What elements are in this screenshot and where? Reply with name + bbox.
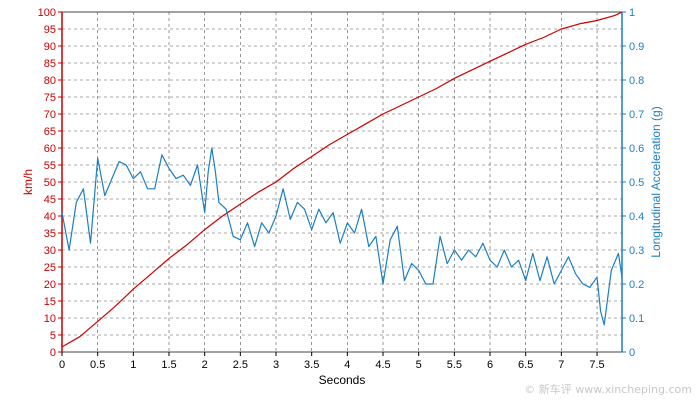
gridlines [61, 11, 622, 353]
left-tick-label: 35 [44, 228, 56, 240]
right-tick-label: 0.9 [629, 41, 644, 53]
left-tick-label: 100 [38, 7, 56, 19]
speed-series-line [61, 11, 623, 348]
right-tick-label: 0.1 [629, 313, 644, 325]
right-axis: 0 0.1 0.2 0.3 0.4 0.5 0.6 0.7 0.8 0.9 1 Longitudina… [621, 7, 663, 359]
acceleration-series-line [61, 147, 623, 326]
right-tick-label: 0 [629, 347, 635, 359]
left-tick-label: 25 [44, 262, 56, 274]
x-tick-label: 6.5 [518, 359, 533, 371]
left-tick-label: 60 [44, 143, 56, 155]
left-tick-label: 80 [44, 75, 56, 87]
x-tick-label: 1 [130, 359, 136, 371]
watermark: © 新车评 www.xincheping.com [524, 383, 692, 396]
x-tick-label: 4.5 [375, 359, 390, 371]
x-tick-label: 6 [487, 359, 493, 371]
x-tick-label: 5 [416, 359, 422, 371]
x-tick-label: 7 [558, 359, 564, 371]
left-tick-label: 5 [50, 330, 56, 342]
left-tick-label: 90 [44, 41, 56, 53]
right-tick-label: 0.4 [629, 211, 644, 223]
x-tick-label: 2.5 [233, 359, 248, 371]
right-tick-label: 0.3 [629, 245, 644, 257]
right-tick-label: 0.7 [629, 109, 644, 121]
x-axis: 0 0.5 1 1.5 2 2.5 3 3.5 4 4.5 5 5.5 6 6.5 7 7.5 Seconds [59, 352, 605, 387]
left-tick-label: 10 [44, 313, 56, 325]
left-axis-label: km/h [21, 169, 35, 195]
right-tick-label: 0.6 [629, 143, 644, 155]
left-tick-label: 30 [44, 245, 56, 257]
right-axis-label: Longitudinal Acceleration (g) [649, 106, 663, 257]
series-layer [61, 11, 623, 348]
x-tick-label: 2 [202, 359, 208, 371]
x-tick-label: 0.5 [90, 359, 105, 371]
x-tick-label: 3.5 [304, 359, 319, 371]
x-tick-label: 5.5 [447, 359, 462, 371]
left-tick-label: 40 [44, 211, 56, 223]
left-tick-label: 85 [44, 58, 56, 70]
x-tick-label: 4 [344, 359, 350, 371]
x-tick-label: 0 [59, 359, 65, 371]
x-tick-label: 1.5 [161, 359, 176, 371]
left-tick-label: 0 [50, 347, 56, 359]
right-tick-label: 0.8 [629, 75, 644, 87]
right-tick-label: 1 [629, 7, 635, 19]
left-tick-label: 70 [44, 109, 56, 121]
right-tick-label: 0.5 [629, 177, 644, 189]
left-tick-label: 50 [44, 177, 56, 189]
left-tick-label: 45 [44, 194, 56, 206]
left-tick-label: 95 [44, 24, 56, 36]
left-tick-label: 75 [44, 92, 56, 104]
left-tick-label: 20 [44, 279, 56, 291]
right-tick-label: 0.2 [629, 279, 644, 291]
left-tick-label: 15 [44, 296, 56, 308]
left-axis: 0 5 10 15 20 25 30 35 40 45 50 55 60 65 70 75 80 85 90 95 10… [21, 7, 63, 359]
x-tick-label: 7.5 [589, 359, 604, 371]
x-tick-label: 3 [273, 359, 279, 371]
x-axis-label: Seconds [319, 373, 366, 387]
left-tick-label: 55 [44, 160, 56, 172]
left-tick-label: 65 [44, 126, 56, 138]
